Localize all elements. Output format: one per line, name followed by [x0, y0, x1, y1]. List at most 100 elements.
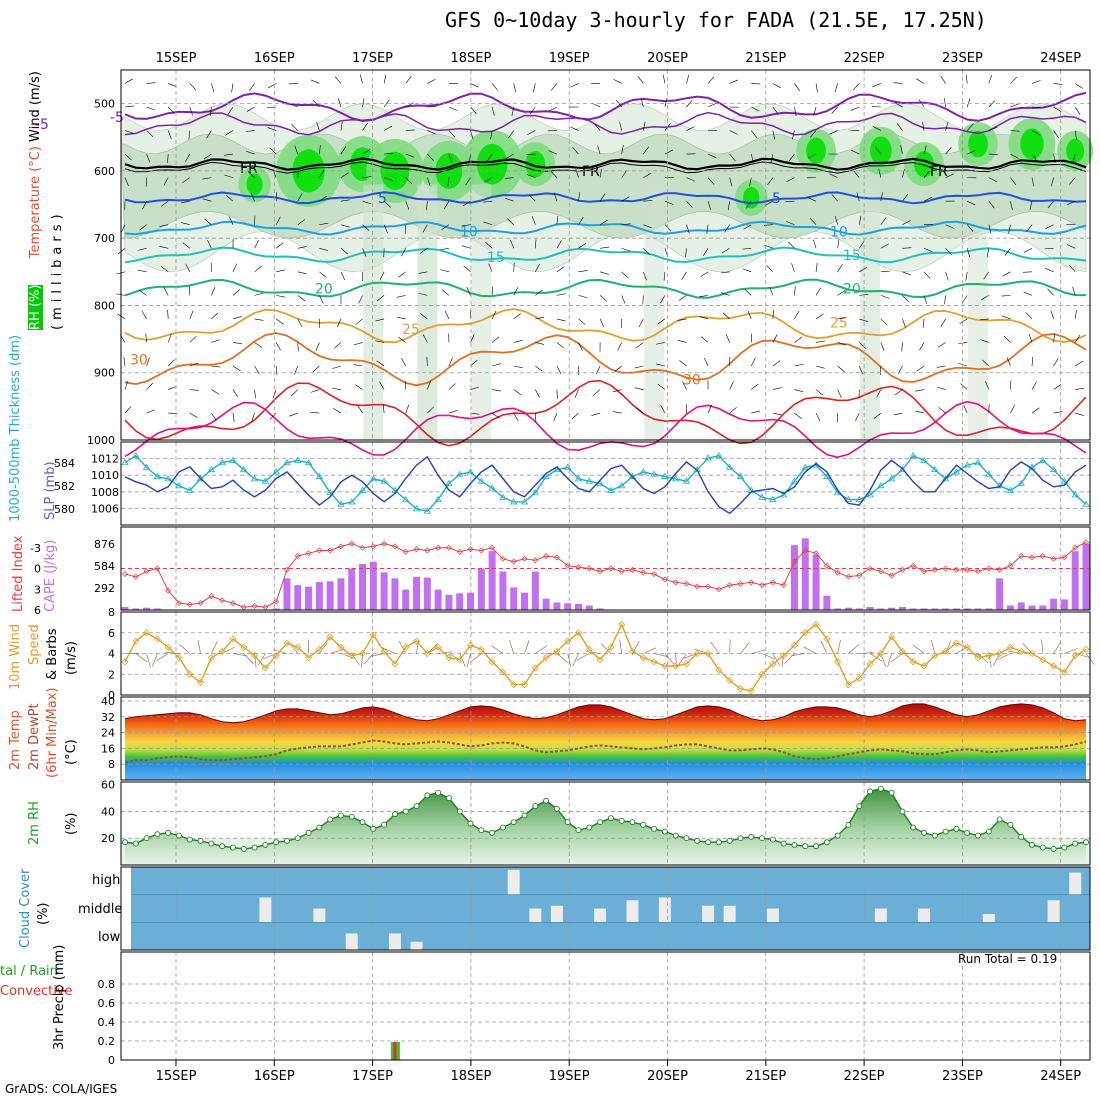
- wind-barb: [529, 106, 536, 115]
- wind-barb: [1053, 358, 1059, 367]
- thickness-line-point: [132, 452, 140, 459]
- wind-barb: [944, 295, 946, 305]
- wind-barb: [599, 295, 608, 302]
- cloud-gap: [550, 905, 563, 923]
- wind-barb: [724, 224, 730, 233]
- wind-barb: [1031, 80, 1041, 84]
- cape-bar: [348, 568, 356, 610]
- temp-contour-35: [124, 379, 1087, 447]
- wind-barb: [769, 286, 774, 296]
- wind-barb: [856, 192, 860, 202]
- freezing-level-2: [124, 161, 1087, 174]
- wind-barb: [937, 342, 946, 348]
- wind10-line-point: [1039, 656, 1047, 664]
- wind-barb: [729, 79, 739, 84]
- wind10-line-point: [477, 645, 485, 653]
- wind-barb: [859, 342, 867, 349]
- wind-barb: [275, 365, 278, 375]
- wind-barb: [167, 106, 175, 114]
- wind-barb: [229, 216, 234, 225]
- li-point: [251, 602, 258, 609]
- wind-barb: [167, 130, 172, 140]
- thickness-line-point: [898, 465, 907, 473]
- thickness-line-point: [704, 454, 712, 461]
- wind-barb: [447, 177, 450, 187]
- wind10-line-point: [607, 643, 615, 651]
- wind-barb: [491, 83, 499, 91]
- wind-barb: [1074, 309, 1077, 319]
- wind-barb: [1031, 130, 1040, 136]
- rh-line-point: [445, 795, 452, 802]
- wind-barb: [894, 102, 903, 108]
- cape-bar: [1050, 598, 1058, 610]
- date-label-top: 18SEP: [450, 51, 491, 66]
- wind-barb: [1001, 315, 1011, 320]
- contour-label: 5: [378, 191, 387, 207]
- thickness-line-point: [941, 475, 950, 482]
- wind10-line-point: [283, 639, 291, 647]
- wind-barb: [851, 149, 860, 155]
- wind-barb: [960, 383, 968, 390]
- date-label-bottom: 17SEP: [352, 1069, 393, 1084]
- slp-tick: 1012: [91, 453, 119, 466]
- wind10-barb: [1041, 639, 1044, 654]
- rh-line-point: [122, 839, 128, 846]
- cape-bar: [467, 592, 475, 610]
- thick-tick: 584: [54, 457, 75, 470]
- cape-bar: [1028, 605, 1036, 610]
- wind10-line-point: [812, 620, 820, 629]
- rh-line-point: [132, 840, 139, 847]
- li-point: [489, 544, 496, 551]
- wind-barb: [484, 177, 493, 183]
- wind-barb: [985, 381, 990, 390]
- temp-contour-20: [124, 278, 1086, 299]
- thickness-line-point: [617, 482, 626, 489]
- wind-barb: [664, 98, 668, 108]
- wind10-line-point: [769, 660, 777, 668]
- wind-barb: [1004, 248, 1011, 256]
- rh-blob-core: [743, 187, 760, 209]
- temp-line: [124, 703, 1087, 724]
- li-point: [381, 540, 388, 547]
- wind-barb: [681, 271, 687, 280]
- wind-barb: [396, 295, 406, 298]
- wind-barb: [663, 271, 666, 281]
- li-point: [737, 580, 744, 587]
- wind10-line-point: [1050, 662, 1058, 670]
- wind-barb: [936, 386, 946, 390]
- wind-barb: [1031, 106, 1041, 109]
- frame-upper: [120, 69, 1091, 441]
- wind10-barb: [491, 645, 504, 654]
- rh-line-point: [154, 831, 161, 838]
- contour-label: 15: [843, 248, 861, 264]
- wind-barb: [358, 295, 363, 304]
- wind-barb: [289, 412, 298, 417]
- wind-barb: [145, 333, 147, 343]
- wind-barb: [245, 150, 255, 155]
- wind-barb: [526, 153, 536, 155]
- wind-barb: [319, 271, 327, 278]
- thickness-line-point: [779, 491, 788, 498]
- date-label-bottom: 18SEP: [450, 1069, 491, 1084]
- axis-tick: 16: [101, 742, 115, 755]
- date-label-top: 17SEP: [352, 51, 393, 66]
- wind-barb: [513, 365, 523, 369]
- wind-barb: [895, 389, 903, 396]
- wind-barb: [880, 192, 883, 202]
- wind-barb: [660, 405, 666, 414]
- wind-barb: [923, 145, 927, 155]
- wind-barb: [686, 126, 695, 131]
- wind-barb: [405, 201, 410, 210]
- rh-line-point: [694, 837, 701, 844]
- wind-barb: [492, 363, 501, 367]
- cloud-bg: [131, 867, 1090, 950]
- thickness-line-point: [142, 463, 151, 470]
- cloud-gap: [766, 908, 779, 923]
- wind-barb: [707, 404, 713, 414]
- wind-barb: [202, 198, 212, 202]
- wind-barb: [597, 145, 601, 155]
- li-point: [305, 550, 312, 557]
- date-label-bottom: 22SEP: [844, 1069, 885, 1084]
- wind-barb: [815, 412, 821, 422]
- cloud-gap: [874, 908, 887, 923]
